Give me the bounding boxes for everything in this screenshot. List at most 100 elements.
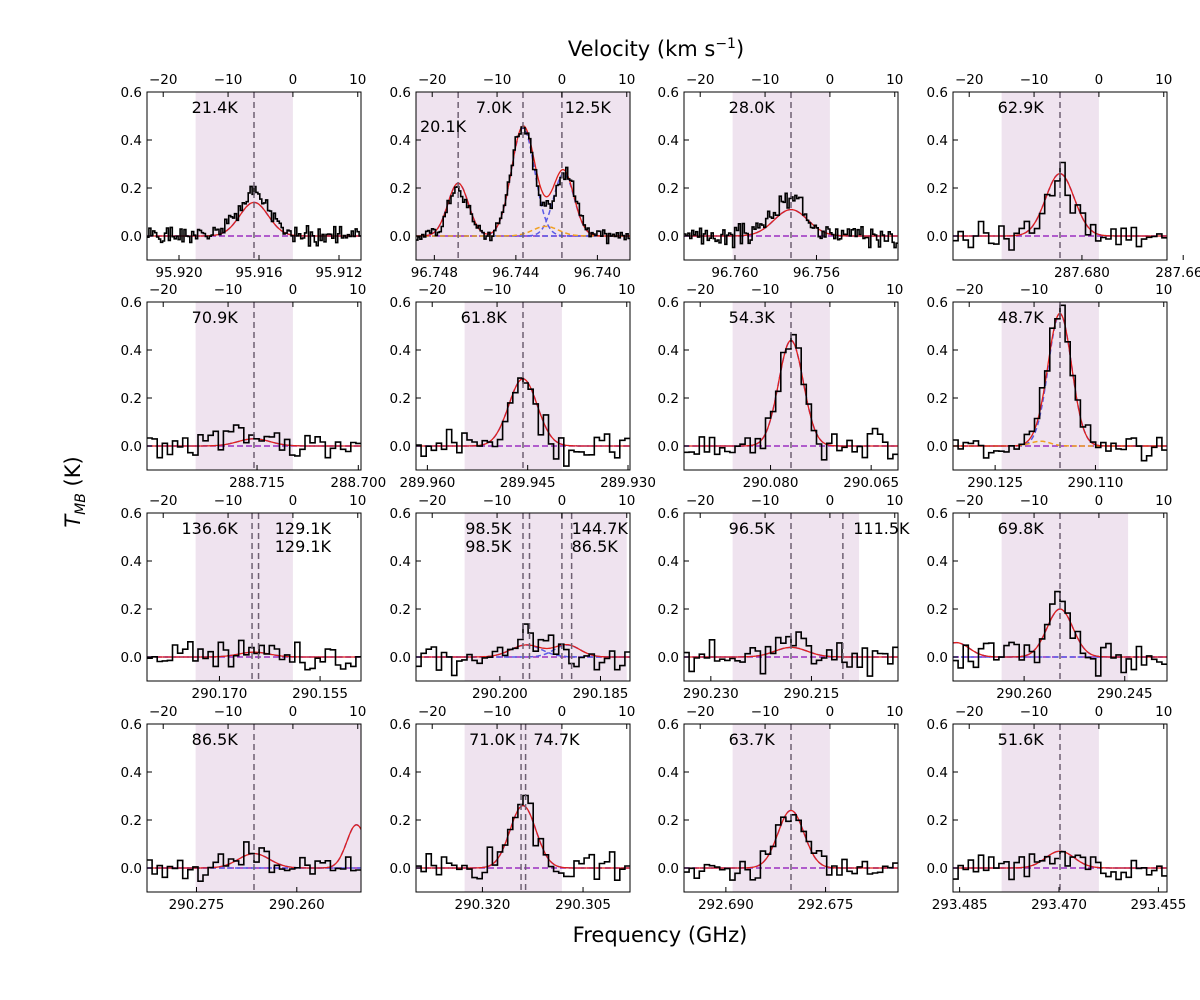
upper-energy-label: 70.9K [192, 308, 239, 327]
y-tick-label: 0.4 [658, 343, 679, 359]
observed-spectrum [416, 623, 630, 677]
velocity-tick-label: 0 [1095, 704, 1104, 720]
y-tick-label: 0.6 [121, 506, 142, 522]
y-tick-label: 0.2 [658, 181, 679, 197]
y-tick-label: 0.2 [390, 181, 411, 197]
velocity-tick-label: −20 [149, 704, 178, 720]
upper-energy-label: 129.1K [275, 537, 332, 556]
panel-frame [415, 512, 631, 682]
y-tick-label: 0.2 [121, 602, 142, 618]
velocity-window-shade [195, 302, 293, 470]
velocity-tick-label: 0 [1095, 72, 1104, 88]
y-tick-label: 0.2 [390, 602, 411, 618]
upper-energy-label: 98.5K [465, 519, 512, 538]
frequency-tick-label: 290.155 [292, 686, 348, 702]
velocity-tick-label: 0 [558, 704, 567, 720]
velocity-tick-label: 10 [349, 282, 366, 298]
velocity-tick-label: 10 [1155, 282, 1172, 298]
upper-energy-label: 62.9K [998, 98, 1045, 117]
spectrum-panel: 0.0 0.2 0.4 0.6 −20 −10 0 10 288.715 288.700 70.9K [121, 282, 387, 491]
frequency-tick-label: 290.065 [843, 475, 899, 491]
y-tick-label: 0.2 [390, 813, 411, 829]
observed-spectrum [684, 333, 898, 461]
observed-spectrum [147, 185, 361, 247]
frequency-tick-label: 96.744 [492, 265, 539, 281]
frequency-tick-label: 290.260 [996, 686, 1052, 702]
frequency-tick-label: 96.760 [711, 265, 758, 281]
frequency-tick-label: 288.700 [330, 475, 386, 491]
plot-area [684, 513, 898, 681]
frequency-tick-label: 290.200 [472, 686, 528, 702]
velocity-tick-label: 0 [826, 704, 835, 720]
frequency-tick-label: 290.230 [683, 686, 739, 702]
velocity-tick-label: 10 [349, 72, 366, 88]
y-tick-label: 0.2 [121, 813, 142, 829]
y-tick-label: 0.6 [658, 717, 679, 733]
y-tick-label: 0.4 [390, 554, 411, 570]
panel-frame [952, 301, 1168, 471]
velocity-tick-label: 10 [1155, 72, 1172, 88]
frequency-tick-label: 289.945 [500, 475, 556, 491]
spectrum-panel: 0.0 0.2 0.4 0.6 −20 −10 0 10 290.200 290.185 98.5K… [390, 493, 636, 702]
frequency-tick-label: 95.912 [315, 265, 362, 281]
velocity-tick-label: 10 [618, 704, 635, 720]
panel-frame [146, 723, 362, 893]
velocity-tick-label: 0 [558, 493, 567, 509]
y-tick-label: 0.2 [658, 602, 679, 618]
velocity-tick-label: −10 [214, 282, 243, 298]
y-tick-label: 0.6 [658, 85, 679, 101]
frequency-tick-label: 290.245 [1097, 686, 1153, 702]
velocity-tick-label: 0 [1095, 493, 1104, 509]
upper-energy-label: 86.5K [192, 730, 239, 749]
y-tick-label: 0.0 [121, 229, 142, 245]
spectrum-panel: 0.0 0.2 0.4 0.6 −20 −10 0 10 287.680 287.665 62.9K [927, 72, 1200, 281]
y-tick-label: 0.4 [927, 554, 948, 570]
velocity-tick-label: 10 [886, 282, 903, 298]
velocity-tick-label: −10 [483, 282, 512, 298]
velocity-tick-label: −10 [1020, 72, 1049, 88]
frequency-tick-label: 96.740 [574, 265, 621, 281]
observed-spectrum [684, 192, 898, 249]
velocity-tick-label: −20 [955, 704, 984, 720]
panel-frame [415, 91, 631, 261]
upper-energy-label: 98.5K [465, 537, 512, 556]
velocity-tick-label: 10 [618, 72, 635, 88]
velocity-window-shade [464, 302, 562, 470]
frequency-tick-label: 290.170 [192, 686, 248, 702]
plot-area [416, 92, 630, 260]
y-tick-label: 0.2 [658, 813, 679, 829]
plot-area [147, 513, 361, 681]
y-tick-label: 0.0 [121, 439, 142, 455]
upper-energy-label: 61.8K [461, 308, 508, 327]
frequency-tick-label: 290.215 [784, 686, 840, 702]
plot-area [953, 302, 1167, 470]
upper-energy-label: 51.6K [998, 730, 1045, 749]
spectrum-panel: 0.0 0.2 0.4 0.6 −20 −10 0 10 290.080 290.065 54.3K [658, 282, 904, 491]
velocity-tick-label: −10 [751, 704, 780, 720]
frequency-tick-label: 290.125 [967, 475, 1023, 491]
upper-energy-label: 71.0K [469, 730, 516, 749]
velocity-window-shade [1001, 513, 1129, 681]
panel-frame [146, 91, 362, 261]
velocity-tick-label: 0 [558, 282, 567, 298]
velocity-tick-label: −20 [955, 72, 984, 88]
observed-spectrum [953, 161, 1167, 251]
y-tick-label: 0.0 [390, 229, 411, 245]
spectrum-panel: 0.0 0.2 0.4 0.6 −20 −10 0 10 290.260 290.245 69.8K [927, 493, 1173, 702]
y-tick-label: 0.4 [121, 765, 142, 781]
velocity-tick-label: 0 [1095, 282, 1104, 298]
y-tick-label: 0.0 [121, 650, 142, 666]
velocity-tick-label: −20 [955, 493, 984, 509]
y-tick-label: 0.4 [658, 554, 679, 570]
y-tick-label: 0.6 [927, 85, 948, 101]
velocity-tick-label: −10 [483, 493, 512, 509]
velocity-tick-label: 10 [1155, 704, 1172, 720]
y-tick-label: 0.0 [927, 650, 948, 666]
frequency-tick-label: 293.485 [932, 897, 988, 913]
velocity-window-shade [1001, 302, 1099, 470]
spectrum-panel: 0.0 0.2 0.4 0.6 −20 −10 0 10 95.920 95.916 95.912 2… [121, 72, 367, 281]
plot-area [684, 92, 898, 260]
spectrum-panel: 0.0 0.2 0.4 0.6 −20 −10 0 10 290.275 290.260 86.5K [121, 704, 367, 913]
panel-frame [415, 301, 631, 471]
